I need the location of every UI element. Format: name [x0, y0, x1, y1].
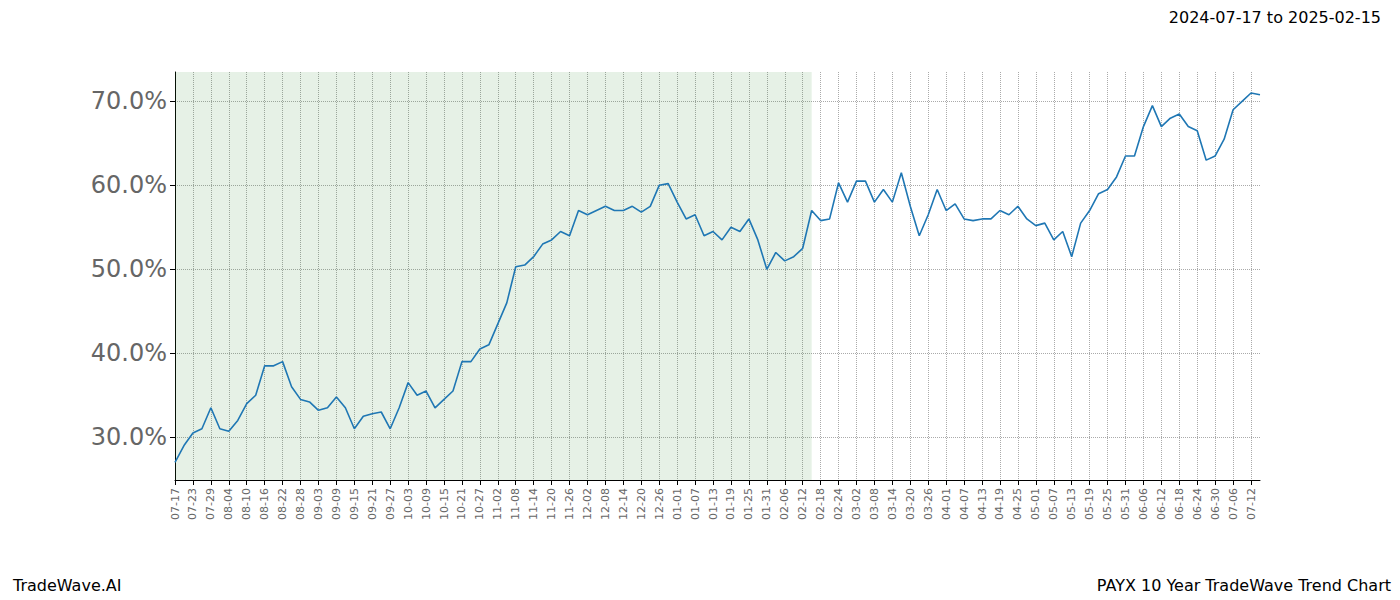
- svg-text:12-26: 12-26: [653, 488, 666, 520]
- svg-text:06-12: 06-12: [1155, 488, 1168, 520]
- svg-text:05-07: 05-07: [1047, 488, 1060, 520]
- svg-text:06-30: 06-30: [1209, 488, 1222, 520]
- svg-text:11-08: 11-08: [509, 488, 522, 520]
- svg-text:02-06: 02-06: [778, 488, 791, 520]
- svg-text:2024-07-17 to 2025-02-15: 2024-07-17 to 2025-02-15: [1169, 8, 1381, 27]
- svg-text:07-29: 07-29: [204, 488, 217, 520]
- svg-text:04-01: 04-01: [940, 488, 953, 520]
- svg-text:04-19: 04-19: [993, 488, 1006, 520]
- svg-text:TradeWave.AI: TradeWave.AI: [12, 576, 121, 595]
- svg-text:03-02: 03-02: [850, 488, 863, 520]
- svg-text:06-06: 06-06: [1137, 488, 1150, 520]
- svg-text:08-22: 08-22: [276, 488, 289, 520]
- svg-text:08-04: 08-04: [222, 488, 235, 520]
- svg-text:03-26: 03-26: [922, 488, 935, 520]
- svg-text:10-03: 10-03: [402, 488, 415, 520]
- svg-text:01-19: 01-19: [724, 488, 737, 520]
- svg-text:08-16: 08-16: [258, 488, 271, 520]
- svg-text:11-02: 11-02: [491, 488, 504, 520]
- svg-text:02-18: 02-18: [814, 488, 827, 520]
- svg-text:12-08: 12-08: [599, 488, 612, 520]
- svg-text:09-15: 09-15: [348, 488, 361, 520]
- svg-text:11-26: 11-26: [563, 488, 576, 520]
- svg-text:02-12: 02-12: [796, 488, 809, 520]
- svg-text:01-07: 01-07: [689, 488, 702, 520]
- svg-text:09-09: 09-09: [330, 488, 343, 520]
- svg-text:12-02: 12-02: [581, 488, 594, 520]
- svg-text:02-24: 02-24: [832, 488, 845, 520]
- svg-text:03-14: 03-14: [886, 488, 899, 520]
- svg-text:03-08: 03-08: [868, 488, 881, 520]
- svg-text:11-20: 11-20: [545, 488, 558, 520]
- svg-text:08-28: 08-28: [294, 488, 307, 520]
- svg-text:10-21: 10-21: [455, 488, 468, 520]
- svg-text:08-10: 08-10: [240, 488, 253, 520]
- svg-text:01-13: 01-13: [707, 488, 720, 520]
- svg-text:10-09: 10-09: [420, 488, 433, 520]
- svg-text:10-27: 10-27: [473, 488, 486, 520]
- svg-text:04-13: 04-13: [976, 488, 989, 520]
- svg-text:04-07: 04-07: [958, 488, 971, 520]
- svg-text:04-25: 04-25: [1011, 488, 1024, 520]
- svg-text:06-18: 06-18: [1173, 488, 1186, 520]
- svg-text:09-21: 09-21: [366, 488, 379, 520]
- svg-text:09-27: 09-27: [384, 488, 397, 520]
- svg-text:07-12: 07-12: [1245, 488, 1258, 520]
- svg-text:05-25: 05-25: [1101, 488, 1114, 520]
- svg-text:01-25: 01-25: [742, 488, 755, 520]
- svg-text:05-19: 05-19: [1083, 488, 1096, 520]
- svg-text:07-23: 07-23: [186, 488, 199, 520]
- svg-text:70.0%: 70.0%: [91, 87, 167, 115]
- svg-text:07-17: 07-17: [169, 488, 182, 520]
- svg-text:05-31: 05-31: [1119, 488, 1132, 520]
- svg-text:PAYX 10 Year TradeWave Trend C: PAYX 10 Year TradeWave Trend Chart: [1097, 576, 1391, 595]
- svg-text:30.0%: 30.0%: [91, 423, 167, 451]
- svg-text:01-01: 01-01: [671, 488, 684, 520]
- svg-text:10-15: 10-15: [438, 488, 451, 520]
- svg-text:12-20: 12-20: [635, 488, 648, 520]
- svg-text:12-14: 12-14: [617, 488, 630, 520]
- svg-text:09-03: 09-03: [312, 488, 325, 520]
- svg-text:01-31: 01-31: [760, 488, 773, 520]
- svg-text:05-01: 05-01: [1029, 488, 1042, 520]
- svg-text:11-14: 11-14: [527, 488, 540, 520]
- svg-text:60.0%: 60.0%: [91, 171, 167, 199]
- svg-text:05-13: 05-13: [1065, 488, 1078, 520]
- svg-text:50.0%: 50.0%: [91, 255, 167, 283]
- svg-text:06-24: 06-24: [1191, 488, 1204, 520]
- svg-text:40.0%: 40.0%: [91, 339, 167, 367]
- svg-text:07-06: 07-06: [1227, 488, 1240, 520]
- svg-text:03-20: 03-20: [904, 488, 917, 520]
